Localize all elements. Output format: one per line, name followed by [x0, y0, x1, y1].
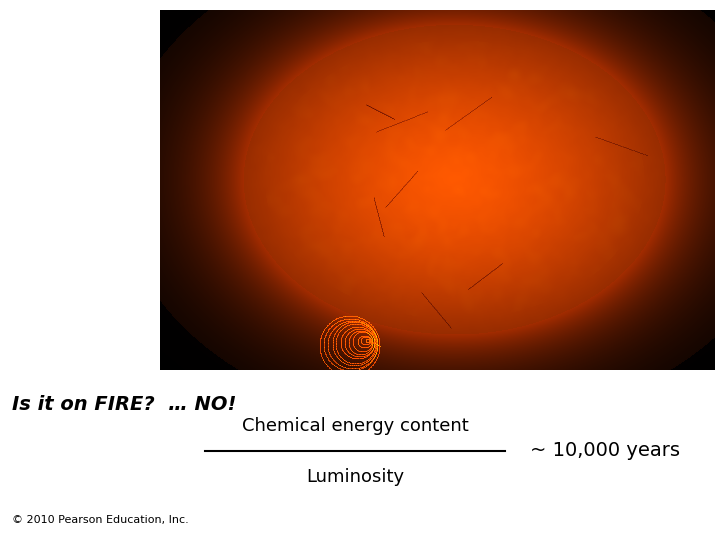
- Text: Is it on FIRE?  … NO!: Is it on FIRE? … NO!: [12, 395, 236, 414]
- Text: ~ 10,000 years: ~ 10,000 years: [530, 442, 680, 461]
- Text: © 2010 Pearson Education, Inc.: © 2010 Pearson Education, Inc.: [12, 515, 189, 525]
- Text: Luminosity: Luminosity: [306, 468, 404, 486]
- Text: Chemical energy content: Chemical energy content: [242, 417, 469, 435]
